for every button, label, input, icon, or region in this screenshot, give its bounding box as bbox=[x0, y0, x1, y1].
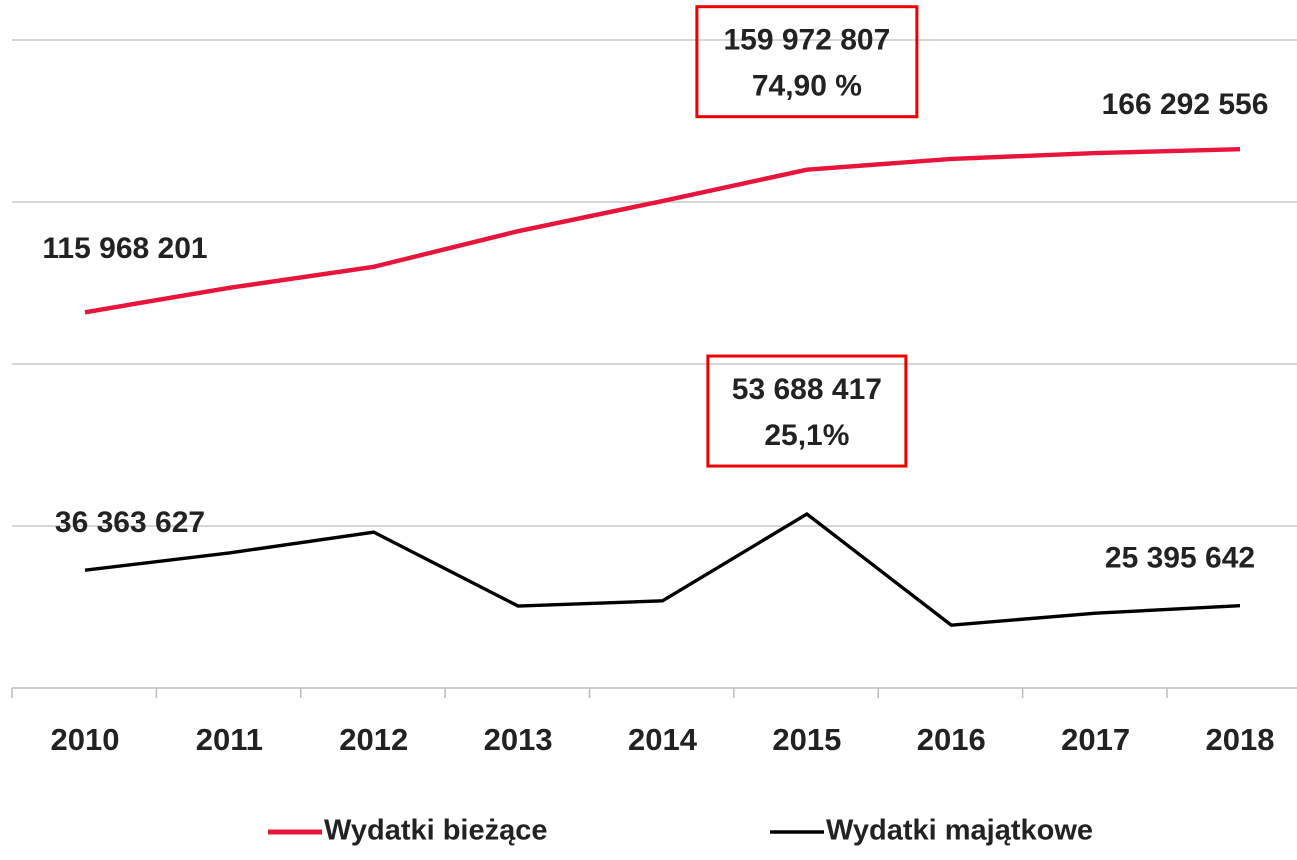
annotation-box bbox=[706, 354, 908, 468]
x-tick-label: 2012 bbox=[339, 722, 408, 757]
data-label: 53 688 417 bbox=[732, 373, 882, 406]
x-tick-label: 2010 bbox=[51, 722, 120, 757]
data-label: 25 395 642 bbox=[1105, 542, 1255, 575]
x-tick-label: 2014 bbox=[628, 722, 698, 757]
x-tick-label: 2015 bbox=[772, 722, 841, 757]
x-tick-label: 2011 bbox=[196, 722, 263, 757]
data-label: 36 363 627 bbox=[55, 506, 205, 539]
legend-label: Wydatki bieżące bbox=[324, 815, 548, 847]
line-series bbox=[84, 511, 1241, 627]
annotation-box bbox=[695, 5, 919, 119]
x-tick-label: 2016 bbox=[917, 722, 986, 757]
line-series bbox=[84, 147, 1241, 315]
legend-label: Wydatki majątkowe bbox=[826, 815, 1093, 847]
annotation: 25,1% bbox=[764, 419, 849, 452]
x-tick-label: 2013 bbox=[484, 722, 553, 757]
data-label: 115 968 201 bbox=[42, 232, 207, 265]
annotation: 74,90 % bbox=[752, 70, 862, 103]
x-tick-label: 2017 bbox=[1061, 722, 1130, 757]
data-label: 166 292 556 bbox=[1102, 88, 1269, 121]
data-label: 159 972 807 bbox=[723, 24, 890, 57]
x-tick-label: 2018 bbox=[1206, 722, 1275, 757]
